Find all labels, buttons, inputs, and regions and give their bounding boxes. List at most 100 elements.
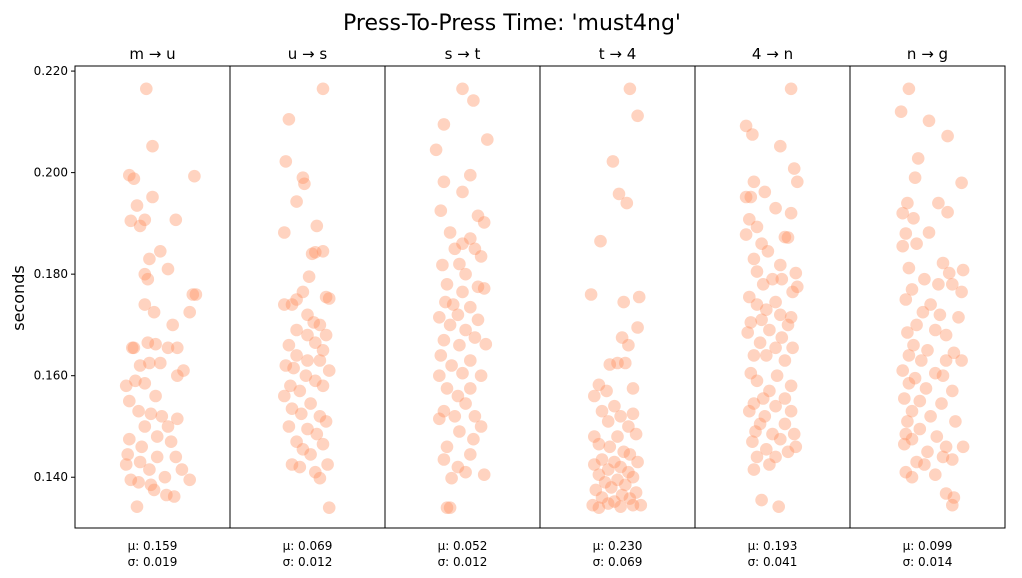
- scatter-point: [750, 450, 764, 464]
- scatter-point: [756, 278, 770, 291]
- scatter-point: [169, 213, 183, 227]
- scatter-point: [908, 371, 922, 385]
- scatter-point: [746, 435, 759, 449]
- scatter-point: [307, 316, 321, 329]
- scatter-point: [905, 404, 919, 418]
- chart-title: Press-To-Press Time: 'must4ng': [343, 11, 681, 36]
- scatter-point: [898, 392, 911, 405]
- scatter-point: [615, 331, 629, 344]
- scatter-point: [922, 226, 936, 239]
- scatter-point: [789, 266, 803, 280]
- panel-mean: μ: 0.230: [593, 539, 643, 553]
- scatter-point: [784, 404, 798, 418]
- scatter-point: [611, 473, 624, 487]
- scatter-point: [775, 331, 789, 344]
- scatter-point: [171, 369, 184, 383]
- scatter-point: [124, 214, 138, 228]
- scatter-point: [471, 313, 485, 327]
- panel-std: σ: 0.019: [128, 555, 178, 569]
- scatter-point: [149, 337, 162, 351]
- scatter-point: [743, 290, 756, 304]
- scatter-point: [313, 354, 327, 367]
- panel-mean: μ: 0.193: [748, 539, 798, 553]
- y-tick-label: 0.220: [34, 64, 68, 78]
- scatter-point: [750, 298, 764, 311]
- scatter-point: [481, 133, 494, 146]
- scatter-point: [290, 195, 303, 208]
- scatter-point: [612, 187, 626, 201]
- scatter-point: [601, 415, 615, 428]
- scatter-point: [141, 272, 155, 286]
- scatter-point: [147, 305, 161, 319]
- scatter-point: [123, 394, 136, 408]
- scatter-point: [617, 295, 630, 309]
- scatter-point: [924, 410, 937, 423]
- scatter-point: [932, 278, 945, 291]
- scatter-point: [747, 349, 761, 362]
- scatter-point: [747, 397, 761, 410]
- scatter-point: [763, 323, 776, 337]
- scatter-point: [293, 384, 307, 398]
- scatter-point: [298, 177, 311, 191]
- scatter-point: [784, 82, 798, 96]
- scatter-point: [774, 308, 787, 322]
- scatter-point: [901, 415, 914, 428]
- scatter-point: [775, 272, 789, 286]
- scatter-point: [319, 290, 333, 304]
- scatter-point: [946, 384, 959, 398]
- scatter-point: [127, 341, 141, 355]
- scatter-point: [905, 432, 919, 446]
- scatter-point: [600, 384, 613, 398]
- scatter-point: [296, 443, 310, 456]
- scatter-point: [739, 119, 753, 133]
- scatter-point: [781, 445, 795, 459]
- panel-title: m → u: [129, 45, 175, 63]
- scatter-point: [433, 311, 446, 324]
- scatter-point: [763, 458, 776, 471]
- scatter-point: [929, 323, 942, 337]
- scatter-point: [899, 293, 913, 306]
- scatter-point: [285, 298, 299, 311]
- scatter-point: [124, 473, 138, 487]
- scatter-point: [471, 280, 485, 294]
- scatter-point: [301, 308, 314, 322]
- scatter-point: [140, 82, 153, 96]
- scatter-point: [158, 470, 172, 484]
- scatter-point: [603, 440, 617, 454]
- scatter-point: [922, 114, 936, 128]
- scatter-point: [443, 318, 457, 332]
- panel-std: σ: 0.069: [593, 555, 643, 569]
- scatter-point: [603, 358, 617, 371]
- scatter-point: [755, 237, 768, 250]
- scatter-point: [592, 378, 606, 392]
- scatter-point: [942, 266, 956, 280]
- scatter-point: [595, 453, 609, 466]
- scatter-point: [160, 488, 173, 502]
- scatter-point: [781, 231, 795, 244]
- scatter-point: [464, 354, 477, 367]
- scatter-point: [453, 257, 466, 271]
- scatter-point: [763, 384, 776, 398]
- scatter-point: [901, 326, 914, 339]
- scatter-point: [626, 470, 640, 484]
- panel-title: s → t: [445, 45, 481, 63]
- scatter-point: [443, 501, 457, 514]
- scatter-point: [907, 212, 920, 225]
- scatter-point: [433, 369, 446, 383]
- scatter-point: [761, 245, 775, 258]
- scatter-point: [601, 497, 615, 510]
- scatter-point: [741, 326, 754, 339]
- scatter-point: [915, 354, 928, 367]
- scatter-point: [309, 465, 322, 479]
- scatter-point: [946, 453, 959, 466]
- scatter-point: [631, 321, 644, 334]
- scatter-point: [787, 162, 801, 175]
- scatter-point: [130, 500, 144, 513]
- y-tick-label: 0.160: [34, 369, 68, 383]
- scatter-point: [282, 113, 296, 126]
- scatter-point: [910, 318, 923, 332]
- scatter-point: [282, 420, 296, 433]
- scatter-point: [908, 171, 922, 184]
- scatter-point: [614, 500, 627, 513]
- scatter-point: [772, 500, 785, 513]
